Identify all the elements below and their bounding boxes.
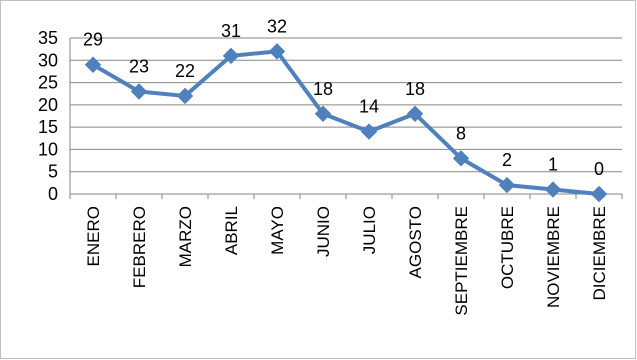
x-tick-label: MAYO bbox=[268, 206, 287, 255]
x-tick-label: JULIO bbox=[360, 206, 379, 254]
y-tick-label: 0 bbox=[48, 184, 58, 204]
data-point-marker bbox=[498, 176, 516, 194]
series-layer bbox=[84, 43, 608, 203]
x-tick-label: FEBRERO bbox=[130, 206, 149, 288]
y-tick-label: 10 bbox=[38, 139, 58, 159]
y-tick-label: 20 bbox=[38, 95, 58, 115]
x-tick-label: MARZO bbox=[176, 206, 195, 267]
gridlines bbox=[70, 37, 622, 173]
data-point-marker bbox=[268, 43, 286, 60]
data-point-marker bbox=[590, 185, 608, 203]
data-point-marker bbox=[176, 87, 194, 105]
data-point-marker bbox=[360, 123, 378, 140]
data-labels: 29 23 22 31 32 18 14 18 8 2 1 0 bbox=[83, 16, 604, 179]
x-tick-label: JUNIO bbox=[314, 206, 333, 257]
data-point-marker bbox=[84, 56, 102, 73]
data-label: 8 bbox=[456, 123, 466, 143]
data-point-marker bbox=[130, 83, 148, 100]
data-label: 18 bbox=[313, 79, 333, 99]
series-line bbox=[91, 49, 601, 196]
x-tick-label: OCTUBRE bbox=[498, 206, 517, 289]
data-label: 32 bbox=[267, 16, 287, 36]
x-tick-label: ABRIL bbox=[222, 206, 241, 255]
y-tick-label: 35 bbox=[38, 28, 58, 48]
x-tick-label: DICIEMBRE bbox=[590, 206, 609, 300]
data-label: 29 bbox=[83, 30, 103, 50]
data-point-marker bbox=[314, 105, 332, 122]
data-label: 23 bbox=[129, 56, 149, 76]
y-tick-label: 25 bbox=[38, 73, 58, 93]
y-tick-label: 30 bbox=[38, 50, 58, 70]
y-tick-label: 15 bbox=[38, 117, 58, 137]
data-label: 31 bbox=[221, 21, 241, 41]
x-tick-label: AGOSTO bbox=[406, 206, 425, 278]
x-tick-label: SEPTIEMBRE bbox=[452, 206, 471, 316]
data-point-marker bbox=[544, 181, 562, 198]
x-tick-label: ENERO bbox=[84, 206, 103, 266]
y-tick-label: 5 bbox=[48, 162, 58, 182]
data-point-marker bbox=[452, 150, 470, 167]
axes bbox=[69, 38, 623, 199]
data-label: 22 bbox=[175, 61, 195, 81]
data-label: 14 bbox=[359, 97, 379, 117]
data-point-marker bbox=[222, 47, 240, 65]
data-label: 18 bbox=[405, 79, 425, 99]
data-label: 0 bbox=[594, 159, 604, 179]
data-label: 1 bbox=[548, 155, 558, 175]
data-label: 2 bbox=[502, 150, 512, 170]
data-point-marker bbox=[406, 105, 424, 122]
x-tick-labels: ENERO FEBRERO MARZO ABRIL MAYO JUNIO JULIO AGOS… bbox=[84, 206, 609, 316]
x-tick-label: NOVIEMBRE bbox=[544, 206, 563, 308]
